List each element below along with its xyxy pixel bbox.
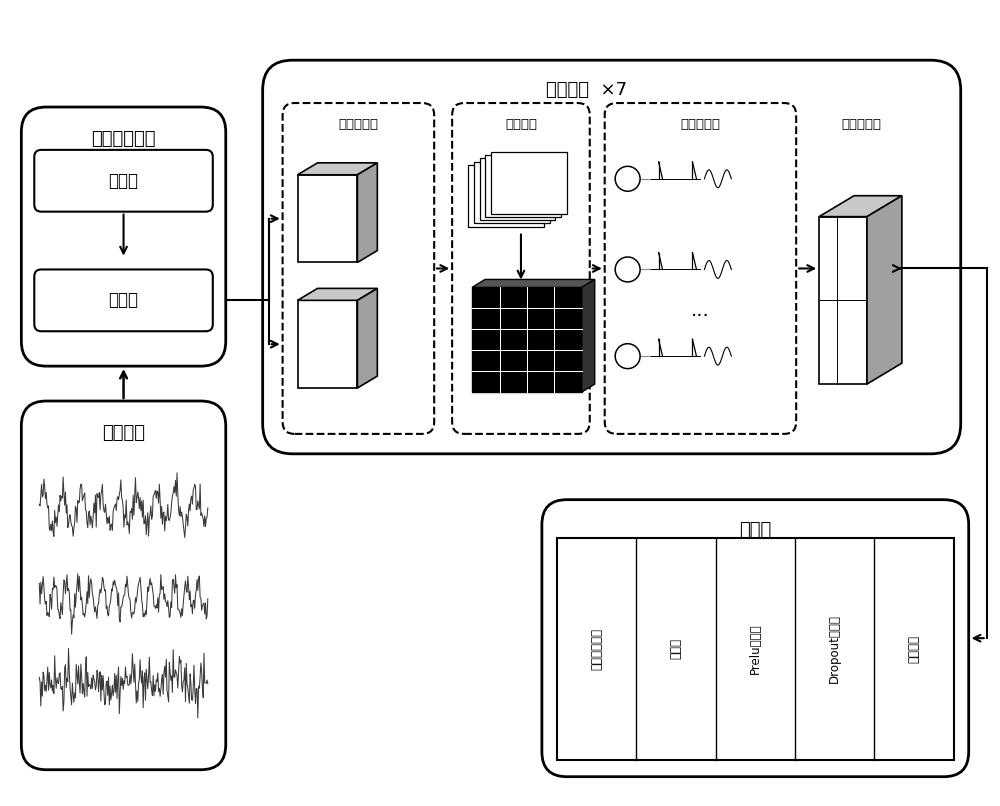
Text: 归一化: 归一化 xyxy=(109,291,139,310)
Polygon shape xyxy=(298,163,377,175)
FancyBboxPatch shape xyxy=(21,107,226,366)
Polygon shape xyxy=(557,538,954,760)
Text: 脉冲神经层: 脉冲神经层 xyxy=(680,118,720,131)
FancyBboxPatch shape xyxy=(34,150,213,212)
FancyBboxPatch shape xyxy=(34,269,213,331)
Polygon shape xyxy=(485,156,561,217)
Polygon shape xyxy=(474,162,550,223)
Text: 线性层: 线性层 xyxy=(669,638,682,659)
Circle shape xyxy=(615,343,640,368)
Text: 卷积模块  ×7: 卷积模块 ×7 xyxy=(546,81,627,99)
Text: 最大池化层: 最大池化层 xyxy=(841,118,881,131)
Polygon shape xyxy=(819,196,902,217)
Text: 数据处理模块: 数据处理模块 xyxy=(91,130,156,148)
FancyBboxPatch shape xyxy=(605,103,796,434)
Text: 复数卷积层: 复数卷积层 xyxy=(338,118,378,131)
Text: 归一化层: 归一化层 xyxy=(505,118,537,131)
FancyBboxPatch shape xyxy=(542,500,969,777)
FancyBboxPatch shape xyxy=(21,401,226,770)
Circle shape xyxy=(615,166,640,191)
Text: 全连接层: 全连接层 xyxy=(908,634,921,663)
Text: Prelu激活层: Prelu激活层 xyxy=(749,623,762,674)
Polygon shape xyxy=(357,289,377,388)
Polygon shape xyxy=(472,280,595,288)
Text: 自适应池化层: 自适应池化层 xyxy=(590,628,603,670)
Polygon shape xyxy=(468,164,544,226)
FancyBboxPatch shape xyxy=(283,103,434,434)
Polygon shape xyxy=(480,159,555,220)
Polygon shape xyxy=(472,288,582,392)
Text: Dropout激活层: Dropout激活层 xyxy=(828,614,841,683)
Text: 分类头: 分类头 xyxy=(739,521,771,538)
Polygon shape xyxy=(582,280,595,392)
Polygon shape xyxy=(298,301,357,388)
FancyBboxPatch shape xyxy=(452,103,590,434)
Polygon shape xyxy=(819,217,867,384)
Polygon shape xyxy=(298,289,377,301)
Polygon shape xyxy=(357,163,377,263)
Polygon shape xyxy=(867,196,902,384)
Circle shape xyxy=(615,257,640,282)
Text: 信号数据: 信号数据 xyxy=(102,424,145,442)
Text: ...: ... xyxy=(691,301,710,320)
Polygon shape xyxy=(298,175,357,263)
Text: 下采样: 下采样 xyxy=(109,172,139,189)
FancyBboxPatch shape xyxy=(263,60,961,454)
Polygon shape xyxy=(491,152,567,214)
